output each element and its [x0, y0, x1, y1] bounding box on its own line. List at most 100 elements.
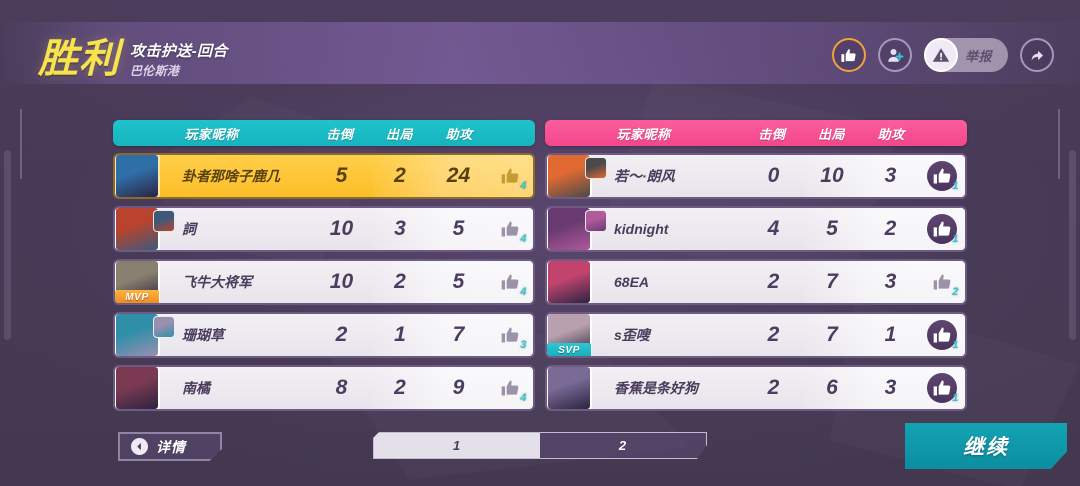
stat-deaths: 6	[826, 376, 838, 399]
stat-kills: 2	[767, 376, 780, 399]
player-name: 若～·朗风	[614, 168, 675, 184]
avatar	[115, 155, 160, 197]
report-label: 举报	[964, 48, 992, 64]
match-info: 攻击护送-回合 巴伦斯港	[130, 40, 228, 80]
column-header-assists: 助攻	[445, 126, 473, 142]
like-cell: 4	[488, 214, 533, 245]
avatar-wrap	[115, 367, 160, 409]
avatar-wrap: MVP	[115, 261, 160, 303]
like-player-button[interactable]: 1	[927, 320, 959, 351]
like-cell: 1	[920, 161, 965, 192]
table-row[interactable]: kidnight 4 5 2 1	[545, 206, 967, 252]
stat-deaths: 3	[394, 217, 406, 240]
player-name: kidnight	[614, 221, 669, 237]
player-name: 香蕉是条好狗	[614, 380, 698, 396]
continue-button[interactable]: 继续	[905, 423, 1067, 469]
like-count: 1	[952, 392, 959, 404]
like-player-button: 4	[495, 267, 527, 298]
team-b-header-row: 玩家昵称 击倒 出局 助攻	[545, 120, 967, 146]
table-row[interactable]: 香蕉是条好狗 2 6 3 1	[545, 365, 967, 411]
table-row[interactable]: SVP s歪嗖 2 7 1 1	[545, 312, 967, 358]
avatar	[115, 367, 160, 409]
details-label: 详情	[156, 438, 186, 455]
like-match-button[interactable]	[831, 38, 866, 72]
player-name: 卦者那啥子鹿几	[182, 168, 280, 184]
team-a-rows: 卦者那啥子鹿几 5 2 24 4 詞 10 3 5 4 MVP 飞牛大将军 10 2 5 4 珊瑚草 2 1 7 3 南橘…	[113, 153, 535, 411]
stat-kills: 2	[767, 323, 780, 346]
like-player-button: 4	[495, 214, 527, 245]
stat-assists: 24	[446, 164, 471, 187]
table-row[interactable]: 若～·朗风 0 10 3 1	[545, 153, 967, 199]
warning-triangle-icon	[923, 38, 958, 72]
details-button[interactable]: 详情	[118, 432, 222, 461]
like-count: 4	[520, 180, 527, 192]
table-row[interactable]: 珊瑚草 2 1 7 3	[113, 312, 535, 358]
column-header-deaths: 出局	[817, 126, 845, 142]
stat-kills: 0	[767, 164, 780, 187]
title-block: 胜利 攻击护送-回合 巴伦斯港	[38, 37, 228, 81]
stat-deaths: 2	[394, 270, 406, 293]
page-tab-1[interactable]: 1	[374, 433, 540, 458]
stat-assists: 1	[884, 323, 897, 346]
stat-kills: 4	[767, 217, 780, 240]
like-cell: 2	[920, 267, 965, 298]
scoreboards: 玩家昵称 击倒 出局 助攻 卦者那啥子鹿几 5 2 24 4 詞 10 3 5 4 MVP 飞牛大将军…	[0, 120, 1080, 411]
share-button[interactable]	[1020, 38, 1054, 72]
column-header-kills: 击倒	[758, 126, 786, 142]
stat-assists: 5	[452, 270, 465, 293]
like-count: 2	[952, 286, 959, 298]
avatar-wrap: SVP	[547, 314, 592, 356]
rank-badge: MVP	[115, 290, 159, 303]
chevron-left-icon	[131, 438, 148, 455]
report-button[interactable]: 举报	[923, 38, 1008, 72]
like-count: 1	[952, 339, 959, 351]
table-row[interactable]: MVP 飞牛大将军 10 2 5 4	[113, 259, 535, 305]
game-mode-label: 攻击护送-回合	[130, 43, 228, 60]
secondary-avatar	[153, 316, 175, 338]
like-count: 1	[952, 180, 959, 192]
player-name: 詞	[182, 221, 196, 237]
avatar-wrap	[547, 261, 592, 303]
table-row[interactable]: 詞 10 3 5 4	[113, 206, 535, 252]
avatar	[115, 208, 160, 250]
player-name: 飞牛大将军	[182, 274, 252, 290]
page-tab-2[interactable]: 2	[540, 433, 706, 458]
avatar	[547, 155, 592, 197]
stat-deaths: 7	[826, 270, 838, 293]
like-cell: 1	[920, 320, 965, 351]
like-player-button[interactable]: 1	[927, 214, 959, 245]
like-player-button: 4	[495, 373, 526, 404]
header-actions: 举报	[831, 38, 1054, 72]
like-player-button[interactable]: 1	[927, 161, 959, 192]
table-row[interactable]: 卦者那啥子鹿几 5 2 24 4	[113, 153, 535, 199]
like-player-button[interactable]: 1	[927, 373, 959, 404]
like-count: 3	[520, 339, 527, 351]
team-b-board: 玩家昵称 击倒 出局 助攻 若～·朗风 0 10 3 1 kidnight 4 5 2 1 68EA…	[545, 120, 967, 411]
add-friend-icon	[886, 46, 904, 64]
add-friend-button[interactable]	[877, 38, 912, 72]
stat-kills: 5	[335, 164, 348, 187]
like-player-button: 4	[495, 161, 527, 192]
like-cell: 3	[488, 320, 533, 351]
stat-deaths: 7	[826, 323, 838, 346]
result-title: 胜利	[38, 37, 120, 81]
column-header-name: 玩家昵称	[616, 126, 671, 142]
stat-deaths: 2	[394, 164, 406, 187]
share-icon	[1028, 46, 1046, 64]
like-player-button: 2	[927, 267, 959, 298]
avatar-wrap	[547, 367, 592, 409]
stat-deaths: 1	[394, 323, 406, 346]
like-cell: 1	[920, 214, 965, 245]
avatar-wrap	[115, 155, 160, 197]
like-count: 4	[520, 286, 527, 298]
player-name: 珊瑚草	[182, 327, 224, 343]
table-row[interactable]: 南橘 8 2 9 4	[113, 365, 535, 411]
team-b-rows: 若～·朗风 0 10 3 1 kidnight 4 5 2 1 68EA 2 7 3 2 SVP s歪嗖 2 7 1 1…	[545, 153, 967, 411]
avatar	[547, 367, 592, 409]
stat-assists: 9	[452, 376, 465, 399]
column-header-deaths: 出局	[385, 126, 413, 142]
like-count: 1	[952, 233, 959, 245]
table-row[interactable]: 68EA 2 7 3 2	[545, 259, 967, 305]
like-count: 4	[520, 233, 527, 245]
